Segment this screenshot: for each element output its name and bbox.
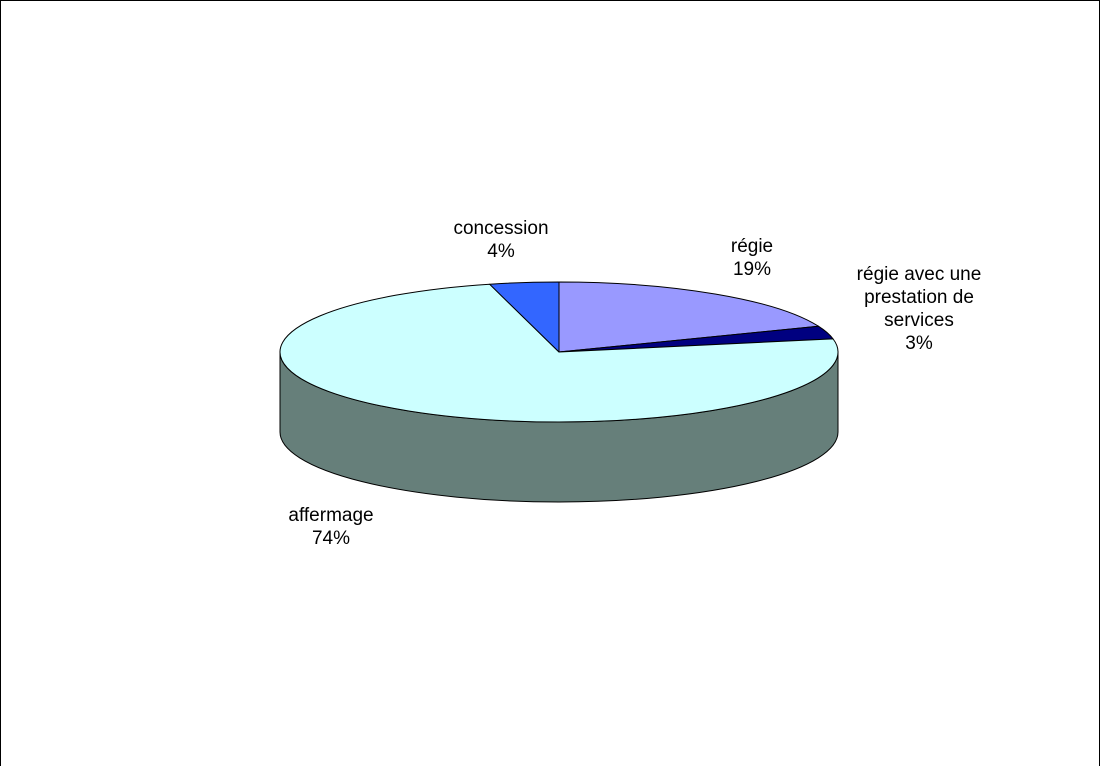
slice-label-regie-prestation: régie avec une prestation de services 3% [857,263,982,355]
pie-top-face [279,281,839,423]
slice-label-concession-value: 4% [487,241,515,262]
slice-label-regie-prestation-value: 3% [905,333,933,354]
slice-label-affermage: affermage 74% [288,504,373,550]
slice-label-affermage-name: affermage [288,505,374,526]
slice-label-regie-name: régie [730,236,774,257]
slice-label-concession-name: concession [453,218,549,239]
pie-slice-affermage [279,283,839,423]
slice-label-regie-prestation-line2: prestation de [864,287,974,308]
pie-slice-concession [489,281,560,353]
pie-slice-regie [558,281,819,353]
slice-label-affermage-value: 74% [311,528,351,549]
slice-label-regie-prestation-line1: régie avec une [856,264,982,285]
slice-label-regie: régie 19% [731,235,773,281]
slice-label-regie-prestation-line3: services [884,310,954,331]
slice-label-concession: concession 4% [453,217,548,263]
slice-label-regie-value: 19% [732,259,772,280]
